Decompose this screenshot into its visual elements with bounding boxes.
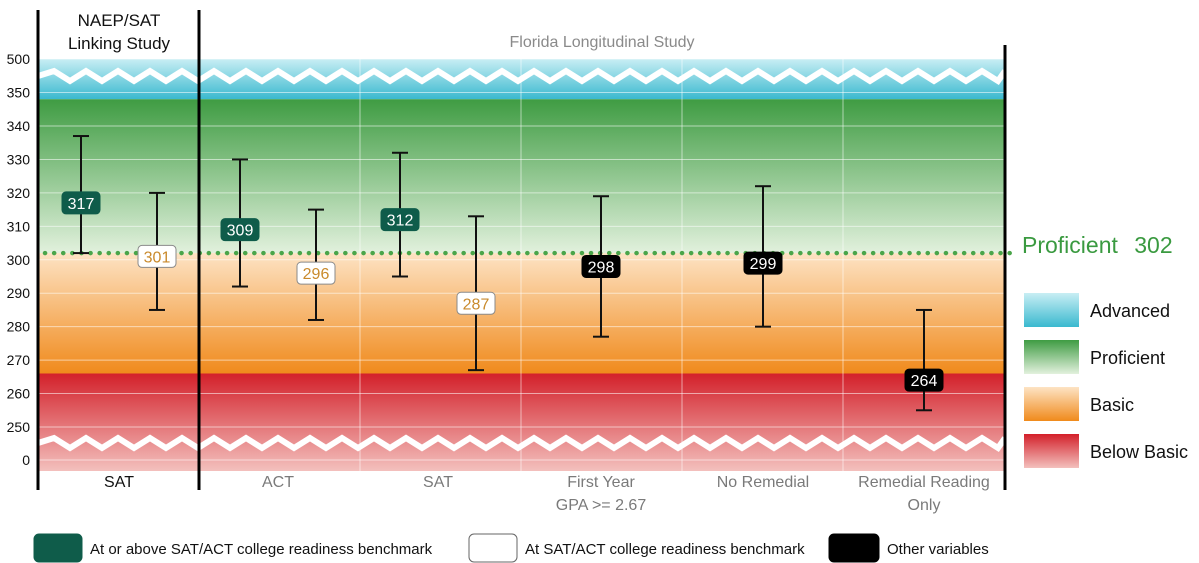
- x-tick-label-sat: SAT: [104, 474, 134, 491]
- point-value-label: 264: [911, 373, 938, 390]
- y-tick-label: 0: [22, 452, 30, 468]
- point-value-label: 301: [144, 249, 171, 266]
- point-value-label: 312: [387, 213, 414, 230]
- x-tick-label-first-year-gpa-2-67: First Year GPA >= 2.67: [556, 474, 647, 514]
- data-point-309: 309: [220, 158, 260, 288]
- legend-label-advanced: Advanced: [1090, 301, 1170, 321]
- legend-swatch-advanced: [1024, 293, 1079, 327]
- legend-swatch-below-basic: [1024, 434, 1079, 468]
- y-tick-label: 250: [7, 419, 31, 435]
- grid-lines: [38, 58, 1005, 471]
- axis-breaks: [37, 67, 1008, 453]
- point-marker: [456, 291, 496, 315]
- data-point-298: 298: [581, 195, 621, 338]
- point-marker: [296, 261, 336, 285]
- y-tick-label: 300: [7, 252, 31, 268]
- band-legend: Advanced Proficient Basic Below Basic: [1024, 293, 1188, 468]
- header-naep-sat-line-1: NAEP/SAT: [78, 11, 161, 30]
- point-value-label: 317: [68, 196, 95, 213]
- data-point-299: 299: [743, 185, 783, 328]
- point-value-label: 296: [303, 266, 330, 283]
- proficient-label-text: Proficient: [1022, 232, 1118, 258]
- point-legend-swatch-other: [828, 533, 880, 563]
- y-tick-label: 290: [7, 285, 31, 301]
- legend-label-below-basic: Below Basic: [1090, 442, 1188, 462]
- legend-swatch-proficient: [1024, 340, 1079, 374]
- y-tick-label: 350: [7, 85, 31, 101]
- y-tick-label: 340: [7, 118, 31, 134]
- data-point-301: 301: [137, 191, 177, 311]
- point-marker: [220, 218, 260, 242]
- y-tick-label: 270: [7, 352, 31, 368]
- data-point-264: 264: [904, 308, 944, 412]
- y-tick-label: 320: [7, 185, 31, 201]
- header-florida: Florida Longitudinal Study: [509, 34, 694, 51]
- y-tick-label: 310: [7, 218, 31, 234]
- x-tick-label-sat: SAT: [423, 474, 453, 491]
- axis-break-zigzag: [37, 67, 1008, 86]
- point-legend-label-at: At SAT/ACT college readiness benchmark: [525, 541, 805, 558]
- y-axis-labels: 0 250 260 270 280 290 300 310 320 330 340 350 500: [7, 51, 31, 468]
- point-legend-label-above: At or above SAT/ACT college readiness be…: [90, 541, 433, 558]
- x-tick-label-act: ACT: [262, 474, 294, 491]
- y-tick-label: 330: [7, 151, 31, 167]
- y-tick-label: 260: [7, 386, 31, 402]
- proficient-label: Proficient 302: [1022, 232, 1173, 258]
- point-value-label: 298: [588, 259, 615, 276]
- point-marker: [380, 208, 420, 232]
- point-marker: [904, 368, 944, 392]
- y-tick-label: 280: [7, 319, 31, 335]
- point-legend-label-other: Other variables: [887, 541, 989, 558]
- point-marker: [61, 191, 101, 215]
- legend-swatch-basic: [1024, 387, 1079, 421]
- header-naep-sat-line-2: Linking Study: [68, 34, 171, 53]
- proficient-label-value: 302: [1134, 232, 1172, 258]
- data-point-317: 317: [61, 135, 101, 255]
- point-value-label: 299: [750, 256, 777, 273]
- data-points: 317 301 309 296 312 287 298 299 264: [61, 135, 944, 412]
- point-marker: [137, 244, 177, 268]
- point-legend-swatch-at: [468, 533, 518, 563]
- legend-label-basic: Basic: [1090, 395, 1134, 415]
- x-axis-labels: SAT ACT SAT First Year GPA >= 2.67 No Remedia…: [104, 474, 990, 514]
- point-value-label: 309: [227, 223, 254, 240]
- point-value-label: 287: [463, 296, 490, 313]
- point-legend: At or above SAT/ACT college readiness be…: [33, 533, 989, 563]
- group-dividers: [36, 10, 1007, 490]
- proficient-line-group: Proficient 302: [42, 232, 1173, 258]
- x-tick-label-remedial-reading-only: Remedial Reading Only: [858, 474, 990, 514]
- point-legend-swatch-above: [33, 533, 83, 563]
- data-point-312: 312: [380, 151, 420, 278]
- legend-label-proficient: Proficient: [1090, 348, 1165, 368]
- data-point-287: 287: [456, 215, 496, 372]
- axis-break-zigzag: [37, 434, 1008, 453]
- point-marker: [743, 251, 783, 275]
- data-point-296: 296: [296, 208, 336, 321]
- y-tick-label: 500: [7, 51, 31, 67]
- point-marker: [581, 254, 621, 278]
- x-tick-label-no-remedial: No Remedial: [717, 474, 809, 491]
